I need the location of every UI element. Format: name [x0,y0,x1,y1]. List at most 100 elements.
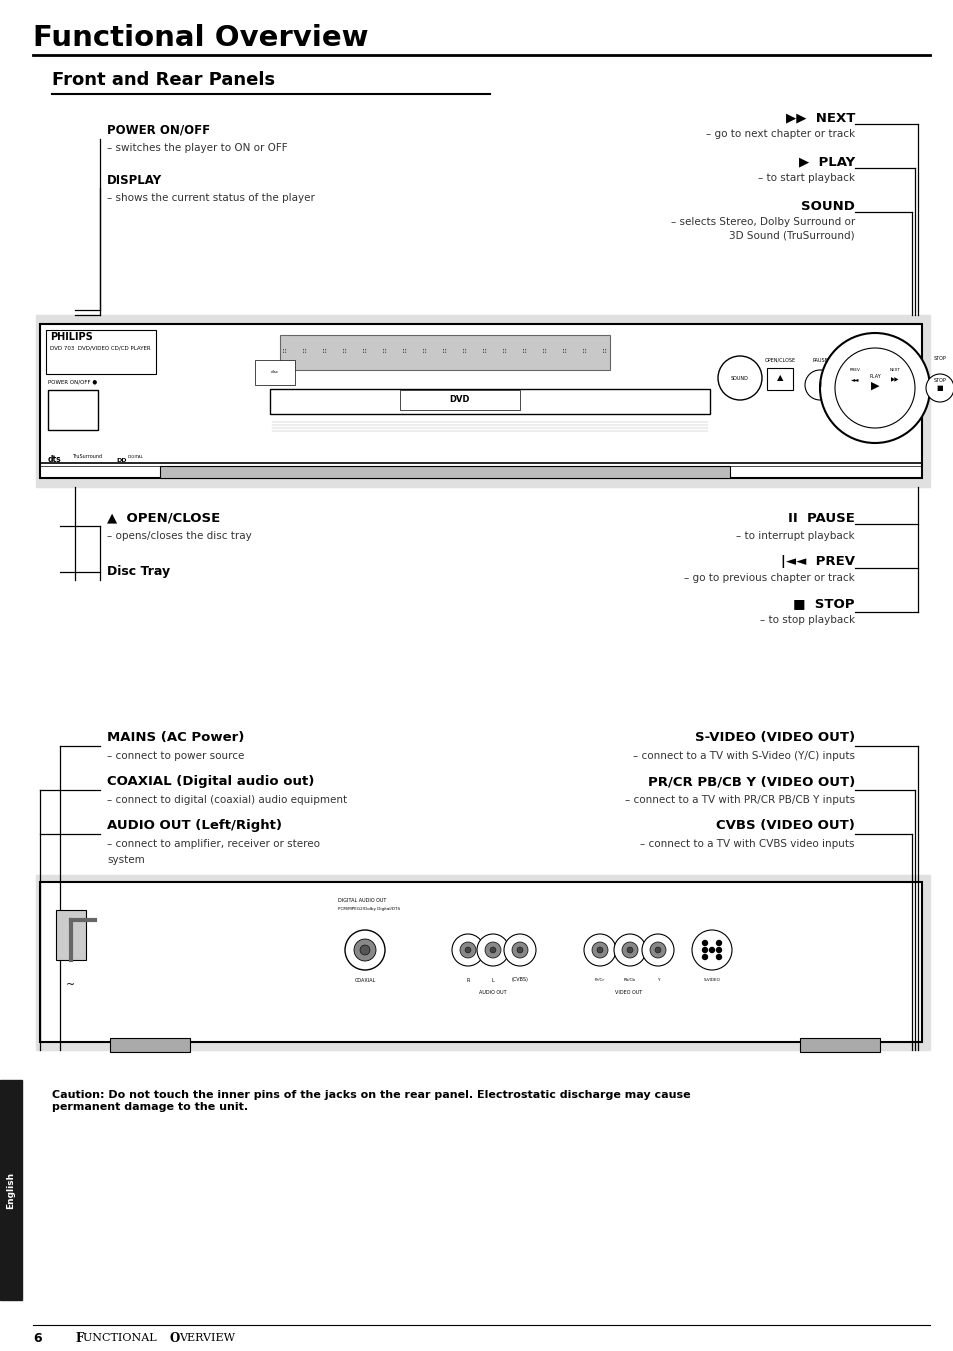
Text: AUDIO OUT: AUDIO OUT [478,989,506,994]
Text: PHILIPS: PHILIPS [50,332,92,342]
Circle shape [359,944,370,955]
Text: – connect to a TV with S-Video (Y/C) inputs: – connect to a TV with S-Video (Y/C) inp… [633,751,854,761]
Text: ■: ■ [936,385,943,390]
Text: Y: Y [656,978,659,982]
Bar [110,1038,190,1052]
Text: dts: dts [48,455,62,465]
Text: TruSurround: TruSurround [71,454,102,459]
Text: – switches the player to ON or OFF: – switches the player to ON or OFF [107,143,287,153]
Bar [36,875,929,1050]
Bar [46,330,156,374]
Text: S-VIDEO: S-VIDEO [702,978,720,982]
Text: DD: DD [116,458,127,462]
Text: (CVBS): (CVBS) [511,978,528,982]
Circle shape [354,939,375,961]
Text: – shows the current status of the player: – shows the current status of the player [107,193,314,203]
Circle shape [804,370,834,400]
Text: 3D Sound (TruSurround): 3D Sound (TruSurround) [729,231,854,240]
Text: DIGITAL AUDIO OUT: DIGITAL AUDIO OUT [337,897,386,902]
Circle shape [718,357,761,400]
Circle shape [701,947,707,952]
Text: ⠿: ⠿ [462,349,467,355]
Circle shape [583,934,616,966]
Text: ▲: ▲ [776,373,782,382]
Text: ⠿: ⠿ [601,349,607,355]
Text: ⠿: ⠿ [382,349,387,355]
Text: Front and Rear Panels: Front and Rear Panels [52,72,274,89]
Text: CVBS (VIDEO OUT): CVBS (VIDEO OUT) [716,820,854,832]
Text: COAXIAL (Digital audio out): COAXIAL (Digital audio out) [107,775,314,789]
Bar [48,390,98,430]
Text: AUDIO OUT (Left/Right): AUDIO OUT (Left/Right) [107,820,282,832]
Circle shape [655,947,660,952]
Text: SOUND: SOUND [801,200,854,212]
Circle shape [476,934,509,966]
Text: DVD 703  DVD/VIDEO CD/CD PLAYER: DVD 703 DVD/VIDEO CD/CD PLAYER [50,346,151,350]
Circle shape [701,955,707,959]
Circle shape [701,940,707,946]
Text: NEXT: NEXT [888,367,900,372]
Text: PLAY: PLAY [868,373,880,378]
Text: ◄◄: ◄◄ [850,377,859,382]
Text: Functional Overview: Functional Overview [33,24,368,51]
Text: – connect to power source: – connect to power source [107,751,244,761]
Text: DISPLAY: DISPLAY [107,173,162,186]
Text: – go to next chapter or track: – go to next chapter or track [705,128,854,139]
Text: ▲  OPEN/CLOSE: ▲ OPEN/CLOSE [107,512,220,524]
Circle shape [512,942,527,958]
Text: ⠿: ⠿ [362,349,367,355]
Circle shape [503,934,536,966]
Bar [280,335,609,370]
Text: Caution: Do not touch the inner pins of the jacks on the rear panel. Electrostat: Caution: Do not touch the inner pins of … [52,1090,690,1112]
Text: STOP: STOP [933,377,945,382]
Text: ⠿: ⠿ [302,349,307,355]
Text: PR/CR PB/CB Y (VIDEO OUT): PR/CR PB/CB Y (VIDEO OUT) [647,775,854,789]
Text: POWER ON/OFF ●: POWER ON/OFF ● [48,380,97,385]
Text: system: system [107,855,145,865]
Text: ⠿: ⠿ [422,349,427,355]
Bar [160,466,729,478]
Text: O: O [170,1332,180,1344]
Text: – opens/closes the disc tray: – opens/closes the disc tray [107,531,252,540]
Text: Disc Tray: Disc Tray [107,566,170,578]
Text: ⠿: ⠿ [522,349,527,355]
Circle shape [459,942,476,958]
Circle shape [820,332,929,443]
Text: II  PAUSE: II PAUSE [787,512,854,524]
Circle shape [716,955,720,959]
Circle shape [925,374,953,403]
Text: DVD: DVD [449,396,470,404]
Circle shape [614,934,645,966]
Bar [254,359,294,385]
Circle shape [464,947,471,952]
Bar [270,389,709,413]
Text: ⠿: ⠿ [482,349,487,355]
Text: – to start playback: – to start playback [758,173,854,182]
Bar [56,911,86,961]
Text: PCM/MPEG2/Dolby Digital/DTS: PCM/MPEG2/Dolby Digital/DTS [337,907,399,911]
Circle shape [716,940,720,946]
Circle shape [517,947,522,952]
Circle shape [691,929,731,970]
Bar [40,324,921,478]
Text: POWER ON/OFF: POWER ON/OFF [107,123,210,136]
Text: ⠿: ⠿ [562,349,567,355]
Circle shape [649,942,665,958]
Text: 6: 6 [33,1332,42,1344]
Circle shape [626,947,633,952]
Text: ⠿: ⠿ [342,349,347,355]
Text: ⠿: ⠿ [542,349,547,355]
Text: OPEN/CLOSE: OPEN/CLOSE [763,358,795,362]
Text: L: L [491,978,494,982]
Text: English: English [7,1171,15,1209]
Text: ▶▶  NEXT: ▶▶ NEXT [785,112,854,124]
Text: PREV: PREV [849,367,860,372]
Circle shape [592,942,607,958]
Text: S-VIDEO (VIDEO OUT): S-VIDEO (VIDEO OUT) [694,731,854,744]
Text: STOP: STOP [933,355,945,361]
Text: ▶  PLAY: ▶ PLAY [798,155,854,169]
Text: ⠿: ⠿ [402,349,407,355]
Bar [800,1038,879,1052]
Text: – connect to digital (coaxial) audio equipment: – connect to digital (coaxial) audio equ… [107,794,347,805]
Text: ~: ~ [67,979,75,990]
